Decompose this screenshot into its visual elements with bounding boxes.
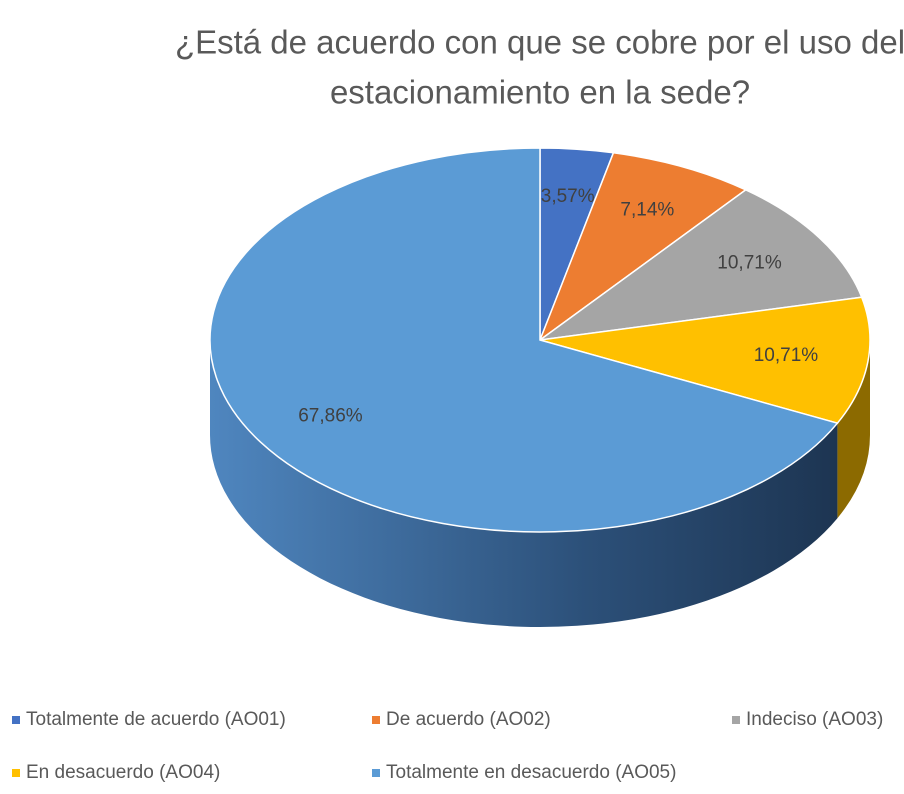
slice-side bbox=[837, 340, 870, 519]
legend-label: Indeciso (AO03) bbox=[746, 709, 883, 730]
legend-swatch bbox=[372, 716, 380, 724]
legend-label: Totalmente en desacuerdo (AO05) bbox=[386, 762, 676, 783]
data-label: 67,86% bbox=[298, 406, 363, 427]
legend-label: En desacuerdo (AO04) bbox=[26, 762, 220, 783]
legend-swatch bbox=[732, 716, 740, 724]
slice bbox=[539, 296, 871, 425]
legend-swatch bbox=[12, 769, 20, 777]
data-label: 10,71% bbox=[754, 345, 819, 366]
chart-title: ¿Está de acuerdo con que se cobre por el… bbox=[175, 24, 904, 61]
data-label: 7,14% bbox=[620, 199, 674, 220]
chart-title: estacionamiento en la sede? bbox=[330, 74, 750, 111]
slice-side bbox=[210, 340, 838, 628]
slice bbox=[209, 147, 839, 533]
legend-swatch bbox=[372, 769, 380, 777]
legend-label: Totalmente de acuerdo (AO01) bbox=[26, 709, 286, 730]
data-label: 10,71% bbox=[717, 252, 782, 273]
legend-swatch bbox=[12, 716, 20, 724]
legend-label: De acuerdo (AO02) bbox=[386, 709, 551, 730]
slice bbox=[539, 188, 863, 341]
data-label: 3,57% bbox=[541, 186, 595, 207]
slice bbox=[538, 151, 748, 343]
